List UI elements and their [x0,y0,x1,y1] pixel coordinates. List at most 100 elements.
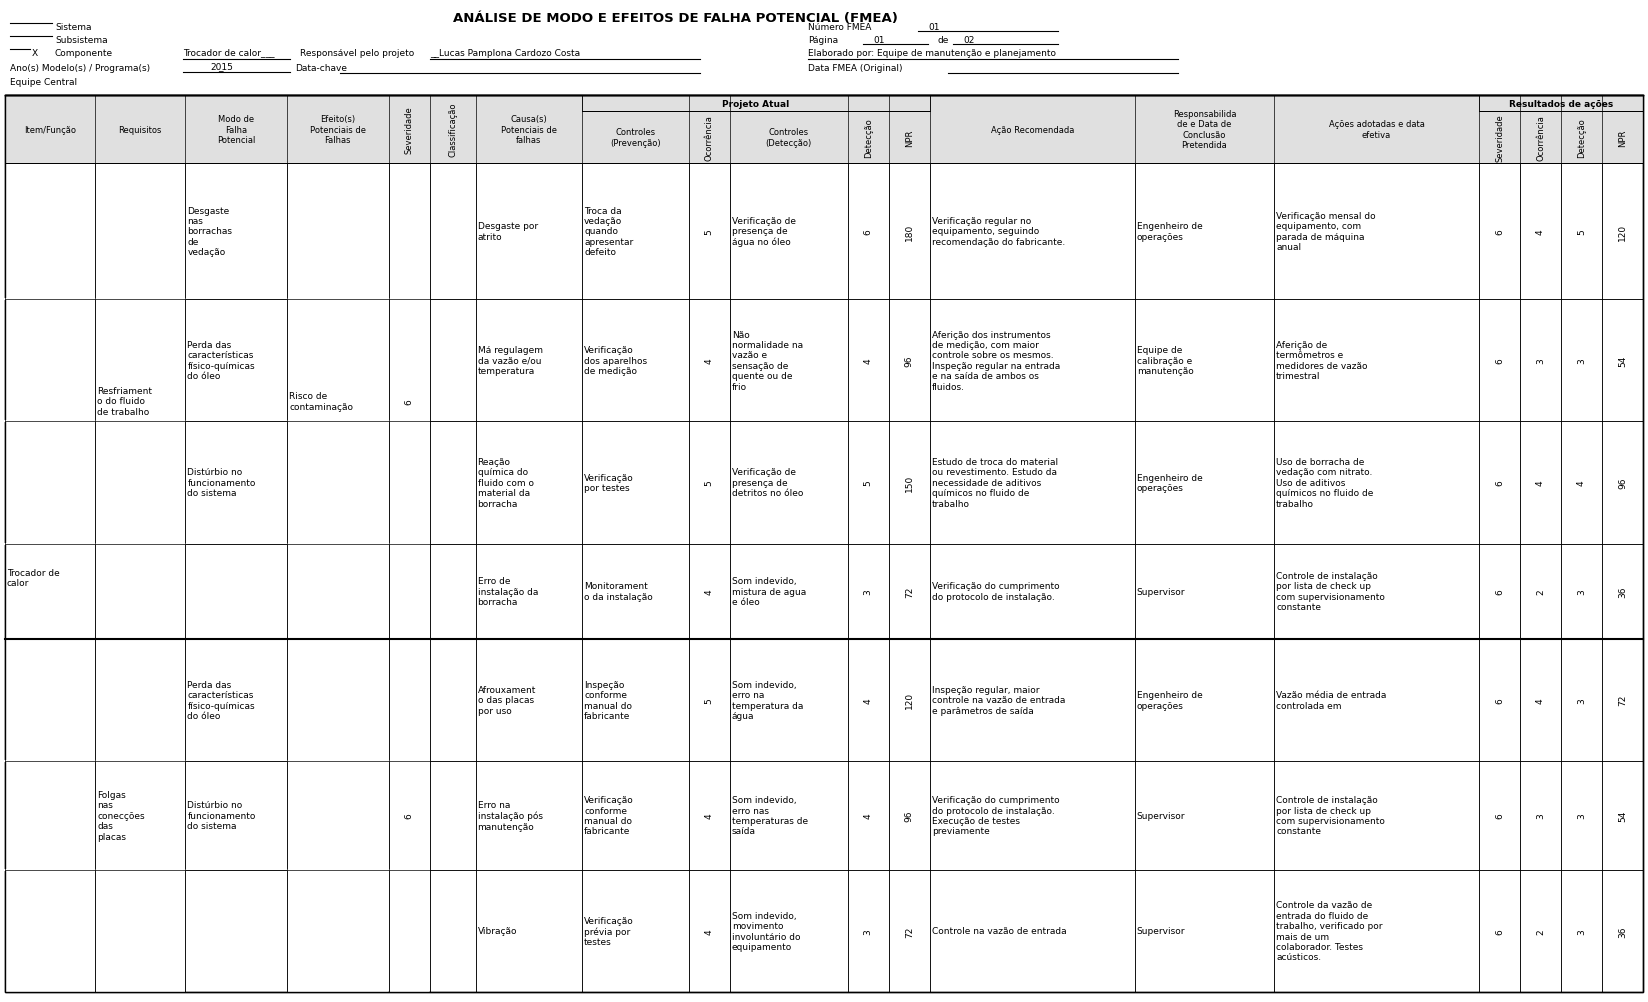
Text: 3: 3 [1577,813,1585,819]
Bar [5,164,96,992]
Text: 36: 36 [1618,925,1627,937]
Text: Controle da vazão de
entrada do fluido de
trabalho, verificado por
mais de um
co: Controle da vazão de entrada do fluido d… [1276,901,1383,961]
Text: 4: 4 [1536,480,1546,486]
Bar [5,96,1643,992]
Text: Folgas
nas
conecções
das
placas: Folgas nas conecções das placas [97,791,145,841]
Text: 150: 150 [905,474,913,492]
Text: Erro na
instalação pós
manutenção: Erro na instalação pós manutenção [478,801,542,831]
Text: 3: 3 [864,928,873,934]
Text: Distúrbio no
funcionamento
do sistema: Distúrbio no funcionamento do sistema [188,801,255,831]
Text: 96: 96 [905,355,913,367]
Text: X: X [31,48,38,57]
Text: Resfriament
o do fluido
de trabalho: Resfriament o do fluido de trabalho [97,387,152,416]
Text: 6: 6 [1495,228,1505,234]
Text: Subsistema: Subsistema [54,35,107,44]
Text: Item/Função: Item/Função [25,125,76,134]
Text: 5: 5 [705,480,714,486]
Text: 4: 4 [705,928,714,934]
Text: Ano(s) Modelo(s) / Programa(s): Ano(s) Modelo(s) / Programa(s) [10,63,150,72]
Text: Página: Página [808,35,839,44]
Text: Verificação de
presença de
detritos no óleo: Verificação de presença de detritos no ó… [732,468,803,498]
Text: Verificação mensal do
equipamento, com
parada de máquina
anual: Verificação mensal do equipamento, com p… [1276,211,1376,252]
Text: 4: 4 [1536,228,1546,234]
Text: 54: 54 [1618,355,1627,367]
Text: 54: 54 [1618,810,1627,822]
Text: 6: 6 [1495,697,1505,703]
Text: Número FMEA: Número FMEA [808,22,872,31]
Text: 2: 2 [1536,589,1546,594]
Text: 01: 01 [873,35,885,44]
Text: Verificação
por testes: Verificação por testes [583,473,634,493]
Text: Verificação do cumprimento
do protocolo de instalação.: Verificação do cumprimento do protocolo … [931,582,1060,601]
Text: 4: 4 [1536,697,1546,703]
Text: Modo de
Falha
Potencial: Modo de Falha Potencial [218,115,255,144]
Text: Ações adotadas e data
efetiva: Ações adotadas e data efetiva [1328,120,1424,139]
Text: Som indevido,
erro na
temperatura da
água: Som indevido, erro na temperatura da águ… [732,680,803,720]
Bar [96,164,185,638]
Bar [287,639,389,992]
Bar [389,639,430,992]
Text: 96: 96 [1618,477,1627,489]
Text: Verificação do cumprimento
do protocolo de instalação.
Execução de testes
previa: Verificação do cumprimento do protocolo … [931,796,1060,836]
Bar [287,164,389,638]
Text: Classificação: Classificação [448,102,456,157]
Text: Ocorrência: Ocorrência [705,115,714,160]
Text: Estudo de troca do material
ou revestimento. Estudo da
necessidade de aditivos
q: Estudo de troca do material ou revestime… [931,458,1058,508]
Text: Engenheiro de
operações: Engenheiro de operações [1137,690,1203,709]
Text: Má regulagem
da vazão e/ou
temperatura: Má regulagem da vazão e/ou temperatura [478,346,542,376]
Text: Engenheiro de
operações: Engenheiro de operações [1137,222,1203,241]
Text: ANÁLISE DE MODO E EFEITOS DE FALHA POTENCIAL (FMEA): ANÁLISE DE MODO E EFEITOS DE FALHA POTEN… [453,12,898,25]
Text: 120: 120 [1618,223,1627,240]
Text: Efeito(s)
Potenciais de
Falhas: Efeito(s) Potenciais de Falhas [310,115,366,144]
Text: Inspeção regular, maior
controle na vazão de entrada
e parâmetros de saída: Inspeção regular, maior controle na vazã… [931,685,1065,715]
Text: 5: 5 [705,228,714,234]
Text: Troca da
vedação
quando
apresentar
defeito: Troca da vedação quando apresentar defei… [583,206,633,257]
Text: Erro de
instalação da
borracha: Erro de instalação da borracha [478,576,537,606]
Text: 4: 4 [705,813,714,819]
Text: 4: 4 [864,358,873,364]
Text: 3: 3 [864,588,873,594]
Bar [96,639,185,992]
Text: _: _ [218,63,222,72]
Text: 5: 5 [705,697,714,703]
Text: 120: 120 [905,691,913,708]
Text: Projeto Atual: Projeto Atual [722,99,789,108]
Text: Equipe de
calibração e
manutenção: Equipe de calibração e manutenção [1137,346,1193,376]
Bar [5,96,1643,164]
Text: Controle de instalação
por lista de check up
com supervisionamento
constante: Controle de instalação por lista de chec… [1276,571,1384,611]
Text: Som indevido,
movimento
involuntário do
equipamento: Som indevido, movimento involuntário do … [732,911,801,951]
Text: Detecção: Detecção [1577,118,1585,157]
Text: 72: 72 [905,586,913,597]
Text: Ação Recomendada: Ação Recomendada [990,125,1074,134]
Text: 6: 6 [405,813,414,819]
Text: Controle na vazão de entrada: Controle na vazão de entrada [931,927,1066,936]
Text: 4: 4 [864,813,873,819]
Text: Perda das
características
físico-químicas
do óleo: Perda das características físico-química… [188,341,255,381]
Text: 6: 6 [1495,480,1505,486]
Text: Monitorament
o da instalação: Monitorament o da instalação [583,582,653,601]
Text: 6: 6 [1495,813,1505,819]
Text: Responsável pelo projeto: Responsável pelo projeto [300,48,414,57]
Text: Trocador de
calor: Trocador de calor [7,568,59,587]
Text: 01: 01 [928,22,939,31]
Bar [582,96,929,112]
Text: Verificação
conforme
manual do
fabricante: Verificação conforme manual do fabricant… [583,796,634,836]
Text: 72: 72 [1618,694,1627,705]
Text: Risco de
contaminação: Risco de contaminação [288,392,353,411]
Bar [1478,96,1643,112]
Text: __Lucas Pamplona Cardozo Costa: __Lucas Pamplona Cardozo Costa [430,48,580,57]
Text: Equipe Central: Equipe Central [10,77,77,86]
Text: Componente: Componente [54,48,114,57]
Text: NPR: NPR [905,129,913,146]
Text: Data FMEA (Original): Data FMEA (Original) [808,63,903,72]
Text: Perda das
características
físico-químicas
do óleo: Perda das características físico-química… [188,680,255,720]
Text: Verificação
dos aparelhos
de medição: Verificação dos aparelhos de medição [583,346,648,376]
Text: 3: 3 [1577,358,1585,364]
Text: de: de [938,35,949,44]
Text: NPR: NPR [1618,129,1627,146]
Text: Vibração: Vibração [478,927,517,936]
Text: 5: 5 [864,480,873,486]
Text: Causa(s)
Potenciais de
falhas: Causa(s) Potenciais de falhas [501,115,557,144]
Text: Aferição dos instrumentos
de medição, com maior
controle sobre os mesmos.
Inspeç: Aferição dos instrumentos de medição, co… [931,331,1060,391]
Text: Controles
(Detecção): Controles (Detecção) [766,128,812,147]
